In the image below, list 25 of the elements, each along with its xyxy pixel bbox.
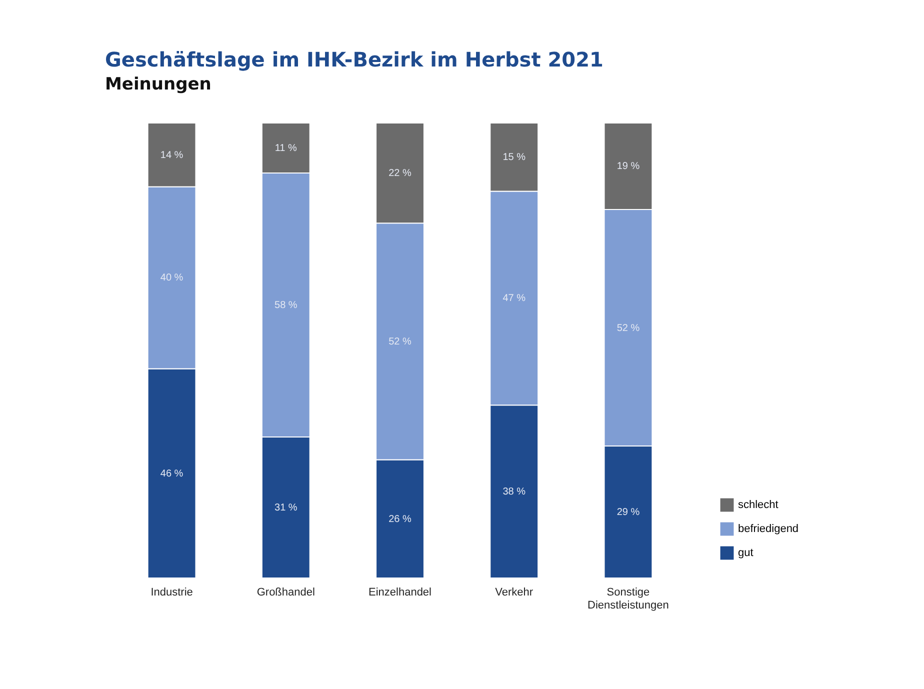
data-label: 11 % bbox=[274, 143, 298, 154]
data-label: 58 % bbox=[274, 300, 298, 311]
legend-label: gut bbox=[738, 547, 754, 559]
data-label: 38 % bbox=[502, 486, 526, 498]
x-tick-label: Sonstige Dienstleistungen bbox=[588, 586, 669, 612]
data-label: 22 % bbox=[388, 168, 412, 180]
x-tick-label: Einzelhandel bbox=[368, 586, 432, 598]
data-label: 29 % bbox=[616, 507, 640, 518]
data-label: 15 % bbox=[502, 152, 526, 164]
data-label: 19 % bbox=[616, 161, 640, 172]
data-label: 40 % bbox=[160, 272, 184, 284]
chart-subtitle: Meinungen bbox=[105, 74, 212, 94]
x-tick-label: Industrie bbox=[150, 586, 193, 598]
legend-label: schlecht bbox=[738, 499, 778, 511]
x-tick-label: Verkehr bbox=[495, 586, 534, 598]
data-label: 31 % bbox=[274, 502, 298, 514]
data-label: 26 % bbox=[388, 514, 412, 525]
data-label: 14 % bbox=[160, 150, 184, 161]
legend-label: befriedigend bbox=[738, 523, 799, 535]
chart-title: Geschäftslage im IHK-Bezirk im Herbst 2021 bbox=[105, 48, 604, 72]
data-label: 46 % bbox=[160, 468, 184, 480]
x-tick-label: Großhandel bbox=[256, 586, 315, 598]
data-label: 47 % bbox=[502, 293, 526, 304]
data-label: 52 % bbox=[616, 322, 640, 334]
data-label: 52 % bbox=[388, 336, 412, 348]
